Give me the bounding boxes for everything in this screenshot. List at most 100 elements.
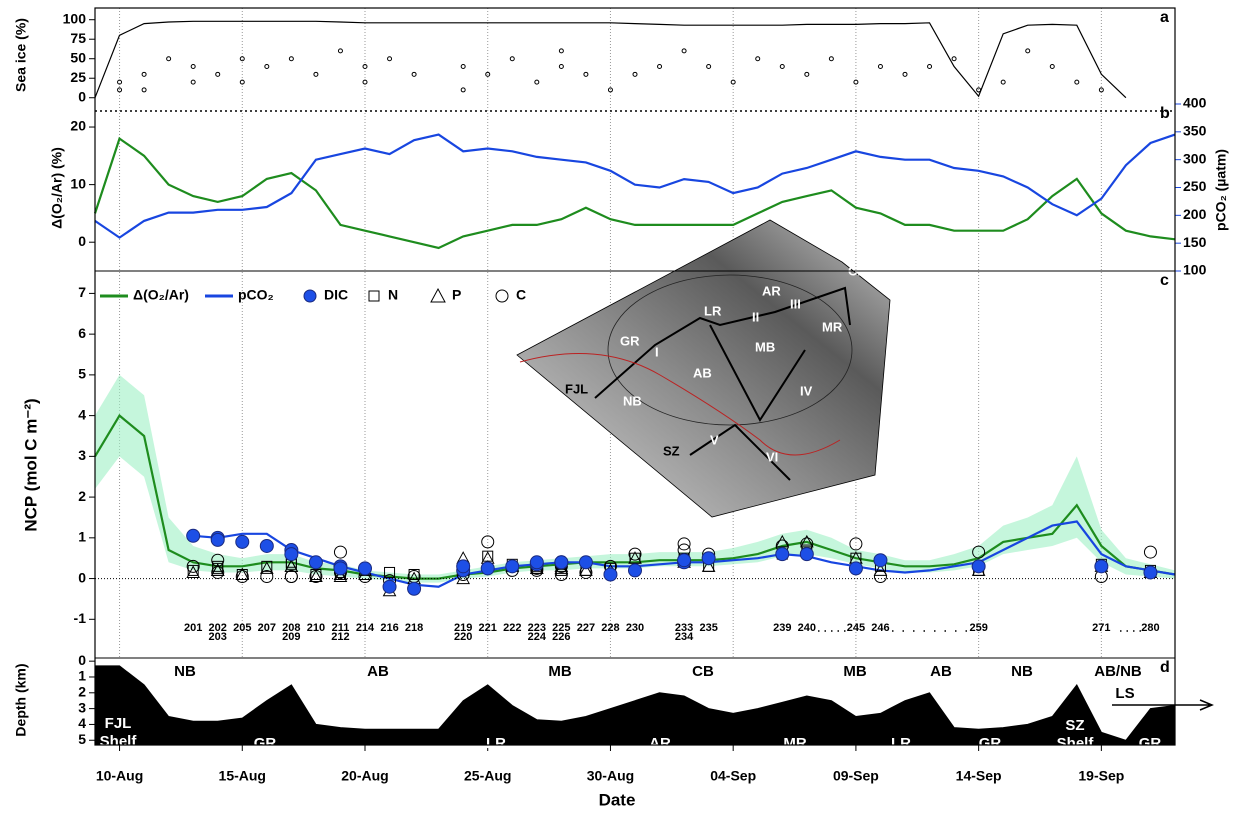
station-label: 230: [626, 622, 644, 634]
station-label: 207: [258, 622, 276, 634]
region-label: MB: [548, 663, 571, 680]
y-axis-label: NCP (mol C m⁻²): [21, 398, 40, 531]
station-label: 210: [307, 622, 325, 634]
station-label: 239: [773, 622, 791, 634]
marker-3: [678, 554, 691, 567]
map-label: I: [655, 344, 659, 359]
marker-3: [506, 560, 519, 573]
station-label: 245: [847, 622, 865, 634]
x-tick-label: 10-Aug: [96, 768, 143, 784]
y-tick-label: 0: [78, 569, 86, 585]
map-label: NB: [623, 393, 642, 408]
ice-dot: [658, 65, 662, 69]
panel-letter: d: [1160, 659, 1170, 676]
ice-dot: [952, 57, 956, 61]
legend-label: C: [516, 287, 526, 303]
y-axis-label: Depth (km): [13, 663, 29, 736]
y-tick-label: 3: [78, 699, 86, 715]
map-label: AR: [762, 283, 781, 298]
y-tick-label: 1: [78, 668, 86, 684]
x-tick-label: 30-Aug: [587, 768, 634, 784]
marker-3: [800, 548, 813, 561]
line: [95, 139, 1175, 248]
y-tick-label: 1: [78, 529, 86, 545]
map-label: LR: [704, 303, 722, 318]
marker-3: [530, 556, 543, 569]
marker-3: [408, 582, 421, 595]
ice-dot: [682, 49, 686, 53]
station-label: 246: [871, 622, 889, 634]
map-label: MR: [822, 319, 843, 334]
panel-letter: c: [1160, 272, 1169, 289]
region-label: AB/NB: [1094, 663, 1142, 680]
x-tick-label: 15-Aug: [219, 768, 266, 784]
arrow-label: LS: [1115, 685, 1134, 702]
station-label: 214: [356, 622, 375, 634]
panel-letter: b: [1160, 105, 1170, 122]
y-tick-label: 5: [78, 731, 86, 747]
region-label: SZ: [1065, 717, 1084, 734]
x-tick-label: 04-Sep: [710, 768, 756, 784]
ice-dot: [903, 72, 907, 76]
region-label: MB: [843, 663, 866, 680]
marker-3: [776, 548, 789, 561]
map-label: III: [790, 296, 801, 311]
station-label: 222: [503, 622, 521, 634]
ice-dot: [388, 57, 392, 61]
station-label: 224: [528, 631, 547, 643]
x-axis-label: Date: [599, 790, 636, 809]
station-label: 218: [405, 622, 423, 634]
legend-label: Δ(O₂/Ar): [133, 287, 189, 303]
station-label: 280: [1141, 622, 1159, 634]
region-label: Shelf: [1057, 735, 1095, 752]
ice-dot: [142, 88, 146, 92]
y-axis-label: Sea ice (%): [13, 18, 29, 92]
marker-3: [1095, 560, 1108, 573]
y-tick-label: 50: [70, 49, 86, 65]
region-label: Shelf: [100, 733, 138, 750]
station-label: 259: [969, 622, 987, 634]
ice-dot: [265, 65, 269, 69]
marker-3: [874, 554, 887, 567]
figure: 10-Aug15-Aug20-Aug25-Aug30-Aug04-Sep09-S…: [0, 0, 1235, 813]
region-label: AR: [649, 735, 671, 752]
map-label: II: [752, 309, 759, 324]
ice-dot: [928, 65, 932, 69]
marker-3: [604, 568, 617, 581]
x-tick-label: 25-Aug: [464, 768, 511, 784]
y2-axis-label: pCO₂ (µatm): [1213, 149, 1229, 231]
ice-dot: [167, 57, 171, 61]
map-label: MB: [755, 339, 775, 354]
y2-tick-label: 100: [1183, 262, 1207, 278]
map-label: AB: [693, 365, 712, 380]
panel-letter: a: [1160, 9, 1169, 26]
marker-3: [1144, 566, 1157, 579]
marker-0: [261, 571, 273, 583]
y-tick-label: 0: [78, 233, 86, 249]
ice-dot: [878, 65, 882, 69]
station-label: 271: [1092, 622, 1110, 634]
x-tick-label: 09-Sep: [833, 768, 879, 784]
legend-marker: [431, 289, 445, 302]
y-tick-label: 3: [78, 447, 86, 463]
station-label: 240: [798, 622, 816, 634]
map-label: IV: [800, 383, 813, 398]
x-tick-label: 14-Sep: [956, 768, 1002, 784]
marker-3: [702, 552, 715, 565]
legend-label: pCO₂: [238, 287, 274, 303]
y-tick-label: 4: [78, 715, 86, 731]
x-tick-label: 19-Sep: [1078, 768, 1124, 784]
marker-3: [555, 556, 568, 569]
station-label: 205: [233, 622, 251, 634]
region-label: GR: [1139, 735, 1162, 752]
ice-dot: [633, 72, 637, 76]
y-tick-label: 100: [63, 10, 87, 26]
y-tick-label: 2: [78, 684, 86, 700]
station-label: 216: [380, 622, 398, 634]
ice-dot: [780, 65, 784, 69]
marker-3: [285, 548, 298, 561]
ice-dot: [314, 72, 318, 76]
marker-3: [481, 562, 494, 575]
y-axis-label: Δ(O₂/Ar) (%): [49, 147, 65, 229]
y-tick-label: 10: [70, 175, 86, 191]
